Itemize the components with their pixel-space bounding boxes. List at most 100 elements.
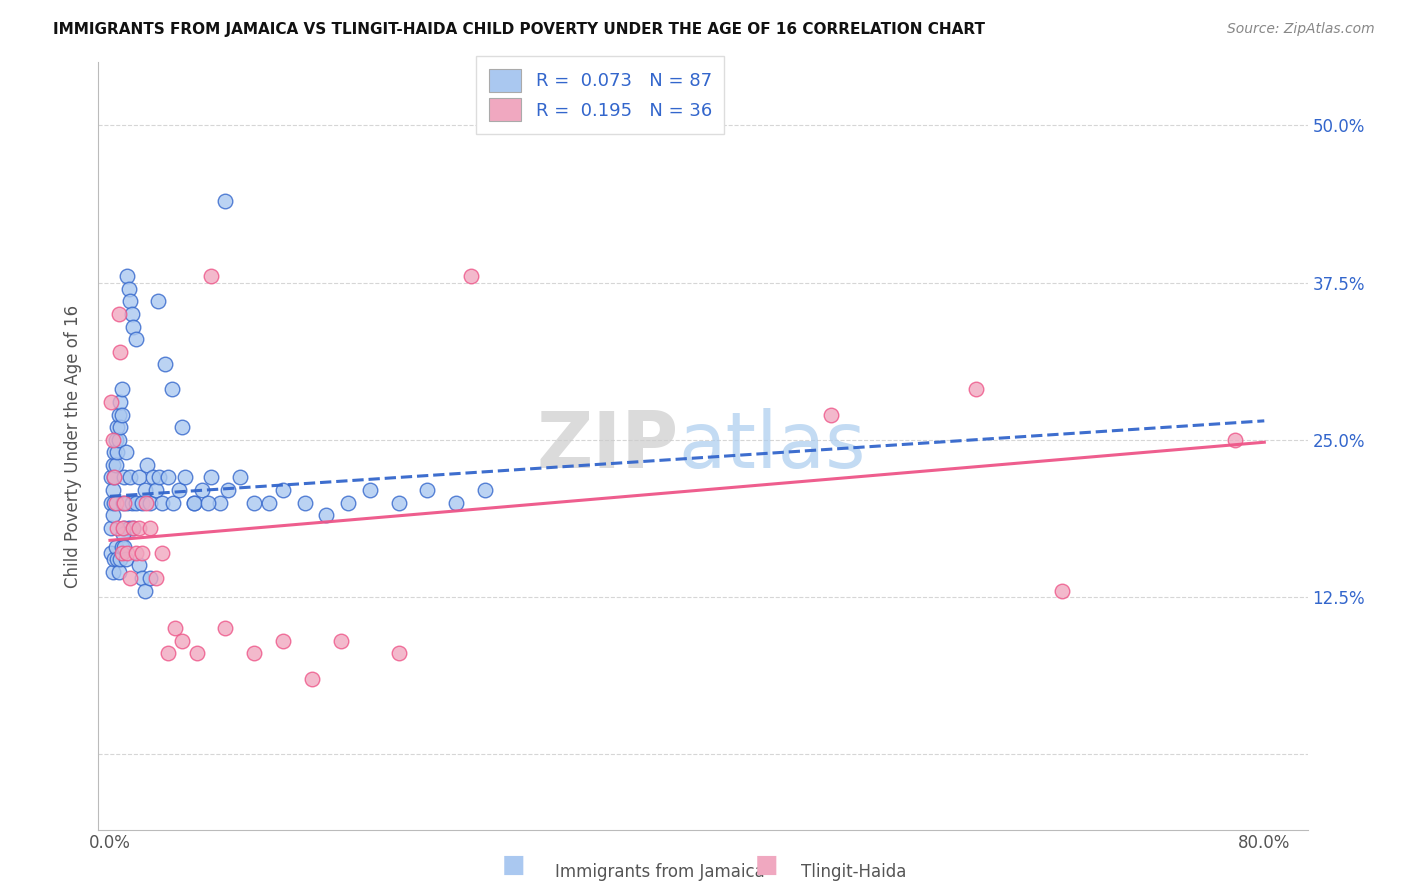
Point: [257, 495, 280, 509]
Point: [107, 408, 129, 422]
Point: [128, 558, 150, 573]
Point: [153, 357, 176, 371]
Point: [150, 546, 173, 560]
Point: [217, 483, 239, 497]
Point: [200, 470, 222, 484]
Point: [107, 565, 129, 579]
Point: [100, 521, 122, 535]
Point: [121, 307, 143, 321]
Point: [162, 495, 184, 509]
Point: [387, 495, 409, 509]
Point: [329, 634, 352, 648]
Point: [134, 583, 156, 598]
Point: [136, 458, 159, 472]
Point: [150, 495, 173, 509]
Point: [156, 647, 179, 661]
Point: [101, 565, 124, 579]
Legend: R =  0.073   N = 87, R =  0.195   N = 36: R = 0.073 N = 87, R = 0.195 N = 36: [477, 56, 724, 134]
Point: [111, 527, 134, 541]
Point: [387, 647, 409, 661]
Point: [229, 470, 252, 484]
Point: [243, 495, 266, 509]
Point: [163, 621, 186, 635]
Point: [174, 470, 197, 484]
Point: [160, 383, 183, 397]
Point: [100, 546, 122, 560]
Point: [112, 495, 135, 509]
Point: [112, 540, 135, 554]
Point: [200, 269, 222, 284]
Point: [120, 470, 142, 484]
Text: ■: ■: [502, 854, 524, 878]
Point: [131, 571, 153, 585]
Point: [271, 634, 294, 648]
Point: [191, 483, 214, 497]
Point: [301, 672, 323, 686]
Point: [122, 319, 145, 334]
Point: [208, 495, 231, 509]
Point: [110, 546, 132, 560]
Point: [112, 470, 135, 484]
Point: [446, 495, 468, 509]
Point: [820, 408, 842, 422]
Point: [103, 445, 125, 459]
Point: [105, 521, 128, 535]
Point: [111, 495, 134, 509]
Point: [122, 521, 145, 535]
Point: [100, 495, 122, 509]
Point: [1052, 583, 1074, 598]
Point: [117, 269, 139, 284]
Point: [110, 408, 132, 422]
Point: [108, 344, 131, 359]
Text: ZIP: ZIP: [537, 408, 679, 484]
Point: [128, 470, 150, 484]
Point: [114, 552, 136, 566]
Point: [183, 495, 205, 509]
Point: [965, 383, 987, 397]
Y-axis label: Child Poverty Under the Age of 16: Child Poverty Under the Age of 16: [65, 304, 83, 588]
Point: [114, 445, 136, 459]
Point: [100, 470, 122, 484]
Point: [337, 495, 360, 509]
Point: [134, 483, 156, 497]
Point: [121, 495, 143, 509]
Point: [110, 383, 132, 397]
Point: [460, 269, 482, 284]
Point: [104, 458, 127, 472]
Point: [146, 294, 169, 309]
Point: [101, 433, 124, 447]
Point: [172, 420, 194, 434]
Point: [197, 495, 219, 509]
Point: [122, 521, 145, 535]
Point: [145, 483, 167, 497]
Point: [108, 552, 131, 566]
Point: [135, 495, 157, 509]
Point: [139, 571, 162, 585]
Point: [359, 483, 381, 497]
Point: [111, 521, 134, 535]
Point: [104, 433, 127, 447]
Point: [117, 495, 139, 509]
Text: ■: ■: [755, 854, 778, 878]
Point: [105, 552, 128, 566]
Point: [214, 194, 236, 208]
Point: [118, 521, 141, 535]
Point: [1225, 433, 1247, 447]
Point: [271, 483, 294, 497]
Point: [142, 470, 165, 484]
Point: [139, 521, 162, 535]
Point: [183, 495, 205, 509]
Point: [107, 433, 129, 447]
Point: [105, 445, 128, 459]
Point: [120, 294, 142, 309]
Point: [100, 395, 122, 409]
Point: [125, 332, 148, 346]
Point: [103, 470, 125, 484]
Point: [243, 647, 266, 661]
Point: [112, 521, 135, 535]
Point: [104, 540, 127, 554]
Point: [128, 521, 150, 535]
Point: [214, 621, 236, 635]
Point: [118, 282, 141, 296]
Point: [108, 420, 131, 434]
